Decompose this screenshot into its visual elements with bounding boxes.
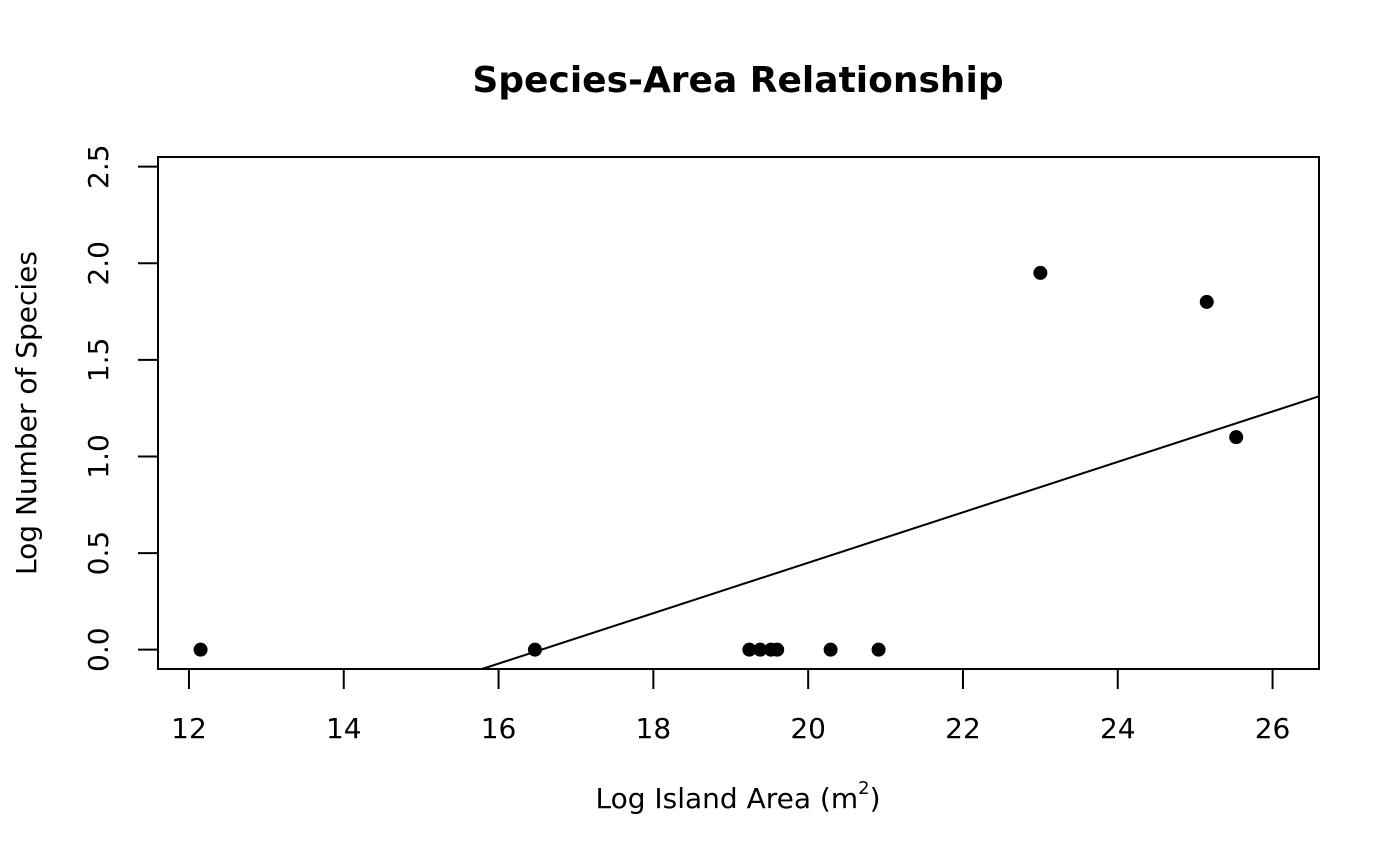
data-point — [871, 642, 886, 657]
y-tick-label: 0.5 — [82, 531, 115, 576]
x-axis-label: Log Island Area (m2) — [595, 778, 880, 815]
data-point — [1229, 430, 1244, 445]
x-axis-label-text: Log Island Area (m — [595, 782, 858, 815]
x-tick-label: 18 — [636, 712, 672, 745]
y-tick-label: 2.0 — [82, 241, 115, 286]
y-tick-label: 2.5 — [82, 144, 115, 189]
x-tick-label: 24 — [1100, 712, 1136, 745]
x-axis: 12 14 16 18 20 22 24 26 — [171, 669, 1290, 745]
x-tick-label: 14 — [326, 712, 362, 745]
x-tick-label: 22 — [945, 712, 981, 745]
data-point — [527, 642, 542, 657]
data-point — [1199, 294, 1214, 309]
y-tick-label: 1.0 — [82, 434, 115, 479]
y-axis: 0.0 0.5 1.0 1.5 2.0 2.5 — [82, 144, 158, 672]
x-tick-label: 12 — [171, 712, 207, 745]
y-axis-label: Log Number of Species — [10, 251, 43, 575]
x-tick-label: 26 — [1255, 712, 1291, 745]
data-point — [742, 642, 757, 657]
chart-title: Species-Area Relationship — [472, 60, 1003, 101]
x-axis-label-suffix: ) — [870, 782, 881, 815]
plot-frame — [157, 156, 1320, 670]
y-tick-label: 0.0 — [82, 627, 115, 672]
x-axis-label-superscript: 2 — [858, 778, 869, 799]
data-point — [1033, 265, 1048, 280]
data-point — [193, 642, 208, 657]
plot-area — [193, 265, 1320, 670]
x-tick-label: 16 — [481, 712, 517, 745]
data-point — [770, 642, 785, 657]
regression-line — [481, 395, 1320, 670]
y-tick-label: 1.5 — [82, 338, 115, 383]
data-point — [823, 642, 838, 657]
x-tick-label: 20 — [790, 712, 826, 745]
data-point — [753, 642, 768, 657]
